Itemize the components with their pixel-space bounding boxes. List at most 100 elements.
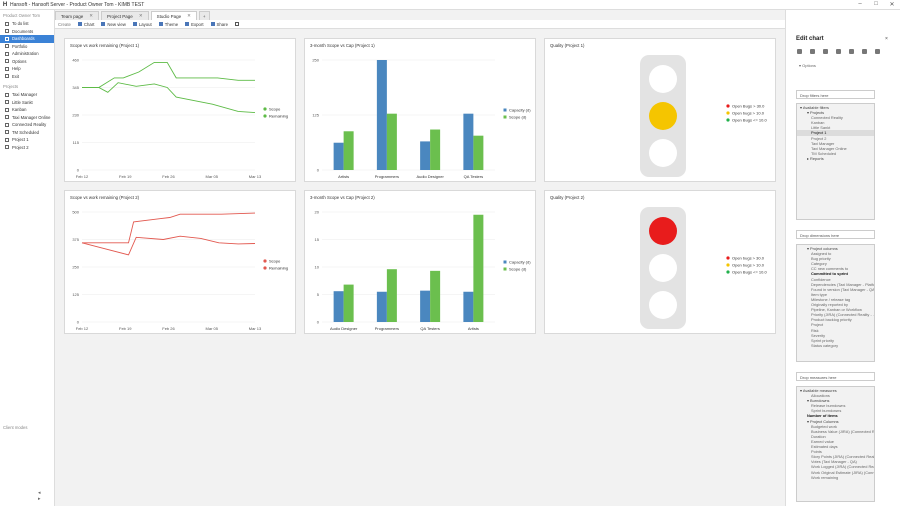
project-item[interactable]: Connected Reality (0, 121, 54, 129)
minimize-button[interactable]: – (858, 1, 862, 7)
maximize-button[interactable]: □ (874, 1, 878, 7)
add-tab-button[interactable]: + (198, 11, 210, 20)
tree-item[interactable]: Sprint priority (811, 337, 834, 343)
tree-item[interactable]: Story Points (JIRA) (Connected Reality -… (811, 454, 874, 460)
gauge-icon[interactable] (862, 49, 867, 54)
tree-item[interactable]: Found in version (Taxi Manager - QA) (811, 286, 874, 292)
nav-item-exit[interactable]: Exit (0, 73, 54, 81)
close-panel-icon[interactable]: × (885, 36, 888, 42)
nav-item-documents[interactable]: Documents (0, 28, 54, 36)
close-tab-icon[interactable]: ✕ (89, 13, 94, 18)
new-chart-button[interactable]: Chart (77, 22, 94, 27)
tree-item[interactable]: Item type (811, 291, 828, 297)
chart-card-quality-project-2[interactable]: Quality (Project 2) Open bugs > 30.0 Open… (544, 190, 776, 334)
chart-card-burndown-project-1[interactable]: Scope vs work remaining (Project 1) 0 115… (64, 38, 296, 182)
nav-item-to-do-list[interactable]: To do list (0, 20, 54, 28)
dimensions-drop-zone[interactable]: Drop dimensions here (796, 230, 875, 239)
share-button[interactable]: Share (210, 22, 228, 27)
nav-item-help[interactable]: Help (0, 65, 54, 73)
tree-item[interactable]: Committed to sprint (811, 271, 848, 277)
area-chart-icon[interactable] (836, 49, 841, 54)
tree-item[interactable]: Taxi Manager Online (811, 145, 847, 151)
chart-card-capacity-project-2[interactable]: 3-month Scope vs Cap (Project 2) 0 5 10 15 2… (304, 190, 536, 334)
client-modes-link[interactable]: Client modes (3, 425, 28, 430)
close-window-button[interactable]: ✕ (889, 2, 895, 8)
chart-card-capacity-project-1[interactable]: 3-month Scope vs Cap (Project 1) 0 125 250… (304, 38, 536, 182)
tree-item[interactable]: Budgeted work (811, 423, 837, 429)
theme-button[interactable]: Theme (158, 22, 178, 27)
scatter-chart-icon[interactable] (849, 49, 854, 54)
table-icon[interactable] (875, 49, 880, 54)
tree-item[interactable]: Status category (811, 342, 839, 348)
export-button[interactable]: Export (185, 22, 204, 27)
close-tab-icon[interactable]: ✕ (187, 13, 191, 18)
chart-card-burndown-project-2[interactable]: Scope vs work remaining (Project 2) 0 125… (64, 190, 296, 334)
project-item[interactable]: Kanban (0, 106, 54, 114)
tree-item[interactable]: Priority (JIRA) (Connected Reality - ... (811, 312, 874, 318)
tree-item[interactable]: ▾ Available measures (800, 388, 837, 393)
tree-item[interactable]: Allocations (811, 393, 830, 399)
tree-item[interactable]: Business Value (JIRA) (Connected Realit.… (811, 428, 874, 434)
measures-drop-zone[interactable]: Drop measures here (796, 372, 875, 381)
tree-item[interactable]: Originally reported by (811, 302, 848, 308)
tree-item[interactable]: Little Sankt (811, 125, 831, 131)
tab-team-page[interactable]: Team page ✕ (55, 11, 100, 20)
tree-item[interactable]: Earned value (811, 438, 834, 444)
tree-item[interactable]: Severity (811, 332, 826, 338)
tree-item[interactable]: Risk (811, 327, 819, 333)
new-view-button[interactable]: New view (101, 22, 126, 27)
layout-button[interactable]: Layout (132, 22, 152, 27)
tree-item[interactable]: Project 2 (811, 135, 827, 141)
tree-item[interactable]: Product backlog priority (811, 317, 852, 323)
project-item[interactable]: TM Scheduled (0, 129, 54, 137)
tree-item[interactable]: Points (811, 449, 822, 455)
tree-item[interactable]: Taxi Manager (811, 140, 835, 146)
project-item[interactable]: Project 1 (0, 136, 54, 144)
project-item[interactable]: Little Sankt (0, 99, 54, 107)
nav-item-administration[interactable]: Administration (0, 50, 54, 58)
sidebar-collapse-arrows[interactable]: ◂ ▸ (38, 490, 45, 502)
tree-item[interactable]: Project 1 (797, 130, 874, 136)
tree-item[interactable]: Votes (Taxi Manager - QA) (811, 459, 857, 465)
tree-item[interactable]: CC new comments to (811, 266, 849, 272)
tab-project-page[interactable]: Project Page ✕ (101, 11, 149, 20)
tree-item[interactable]: Work Original Estimate (JIRA) (Connect..… (811, 469, 874, 475)
bar-chart-icon[interactable] (797, 49, 802, 54)
nav-item-options[interactable]: Options (0, 58, 54, 66)
tree-item[interactable]: Assigned to (811, 251, 832, 257)
pie-chart-icon[interactable] (810, 49, 815, 54)
tree-item[interactable]: Release burndowns (811, 403, 846, 409)
tree-item[interactable]: Sprint burndowns (811, 408, 842, 414)
tree-item[interactable]: Milestone / release tag (811, 296, 851, 302)
project-item[interactable]: Taxi Manager (0, 91, 54, 99)
tree-item[interactable]: Estimated days (811, 444, 838, 450)
project-item[interactable]: Taxi Manager Online (0, 114, 54, 122)
tree-item[interactable]: Work Logged (JIRA) (Connected Reality - … (811, 464, 874, 470)
line-chart-icon[interactable] (823, 49, 828, 54)
tree-item[interactable]: ▾ Project columns (807, 246, 838, 251)
tree-item[interactable]: Number of items (807, 413, 838, 419)
tab-studio-page[interactable]: Studio Page ✕ (150, 11, 197, 20)
tree-item[interactable]: Duration (811, 433, 826, 439)
options-toggle[interactable]: ▾ Options (799, 63, 816, 68)
filters-drop-zone[interactable]: Drop filters here (796, 90, 875, 99)
chart-card-quality-project-1[interactable]: Quality (Project 1) Open Bugs > 30.0 Open… (544, 38, 776, 182)
tree-item[interactable]: Category (811, 261, 827, 267)
close-tab-icon[interactable]: ✕ (138, 13, 143, 18)
tree-item[interactable]: ▾ Available filters (800, 105, 829, 110)
tree-item[interactable]: Bug priority (811, 256, 831, 262)
tree-item[interactable]: Dependencies (Taxi Manager - Platfo... (811, 281, 874, 287)
tree-item[interactable]: TM Scheduled (811, 150, 837, 156)
tree-item[interactable]: Work remaining (811, 474, 839, 480)
nav-item-dashboards[interactable]: Dashboards (0, 35, 54, 43)
tree-item[interactable]: Kanban (811, 120, 825, 126)
tree-item[interactable]: Connected Reality (811, 115, 843, 121)
tree-item[interactable]: Confidence (811, 276, 831, 282)
tree-item[interactable]: Pipeline, Kanban or Workflow (811, 307, 862, 313)
nav-item-portfolio[interactable]: Portfolio (0, 43, 54, 51)
tree-item[interactable]: ▸ Reports (807, 155, 824, 161)
project-item[interactable]: Project 2 (0, 144, 54, 152)
tree-item[interactable]: ▾ Projects (807, 110, 825, 116)
tree-item[interactable]: Project (811, 322, 824, 328)
tree-item[interactable]: ▾ Project Columns (807, 418, 839, 424)
